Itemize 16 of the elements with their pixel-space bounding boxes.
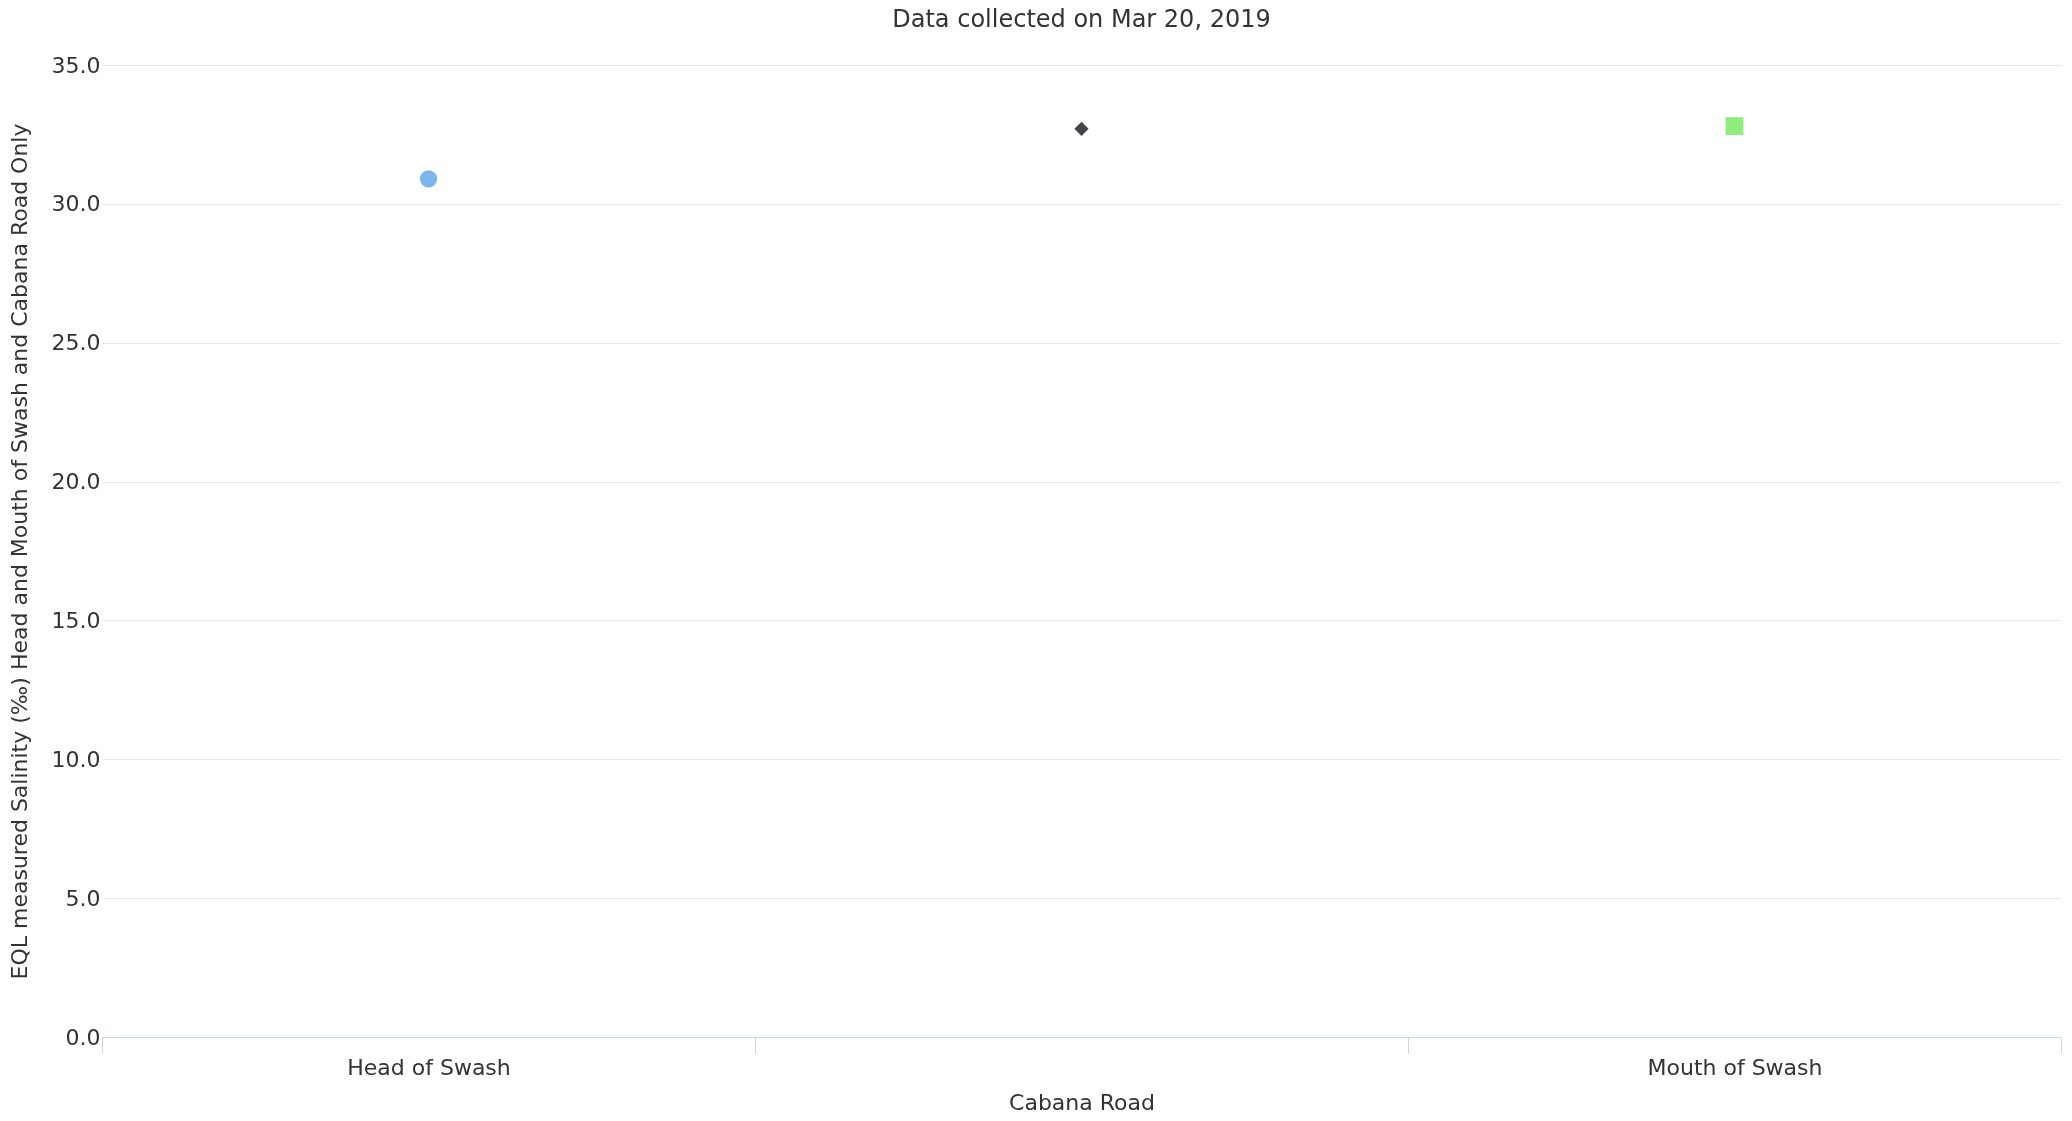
y-tick-label: 35.0 [51,52,101,78]
x-axis-title: Cabana Road [1009,1089,1155,1115]
point [1725,117,1744,136]
x-tick-label: Head of Swash [347,1054,511,1080]
y-tick-label: 10.0 [51,746,101,772]
y-axis-title: EQL measured Salinity (‰) Head and Mouth of Swash and Cabana Road Only [6,123,32,980]
y-tick-label: 0.0 [65,1024,101,1050]
y-tick-label: 20.0 [51,469,101,495]
y-tick-label: 5.0 [65,885,101,911]
point [1074,121,1089,136]
y-tick-label: 25.0 [51,330,101,356]
chart-title: Data collected on Mar 20, 2019 [892,5,1271,33]
x-tick-label: Mouth of Swash [1647,1054,1823,1080]
y-tick-label: 30.0 [51,191,101,217]
point [419,170,438,188]
y-tick-label: 15.0 [51,607,101,633]
